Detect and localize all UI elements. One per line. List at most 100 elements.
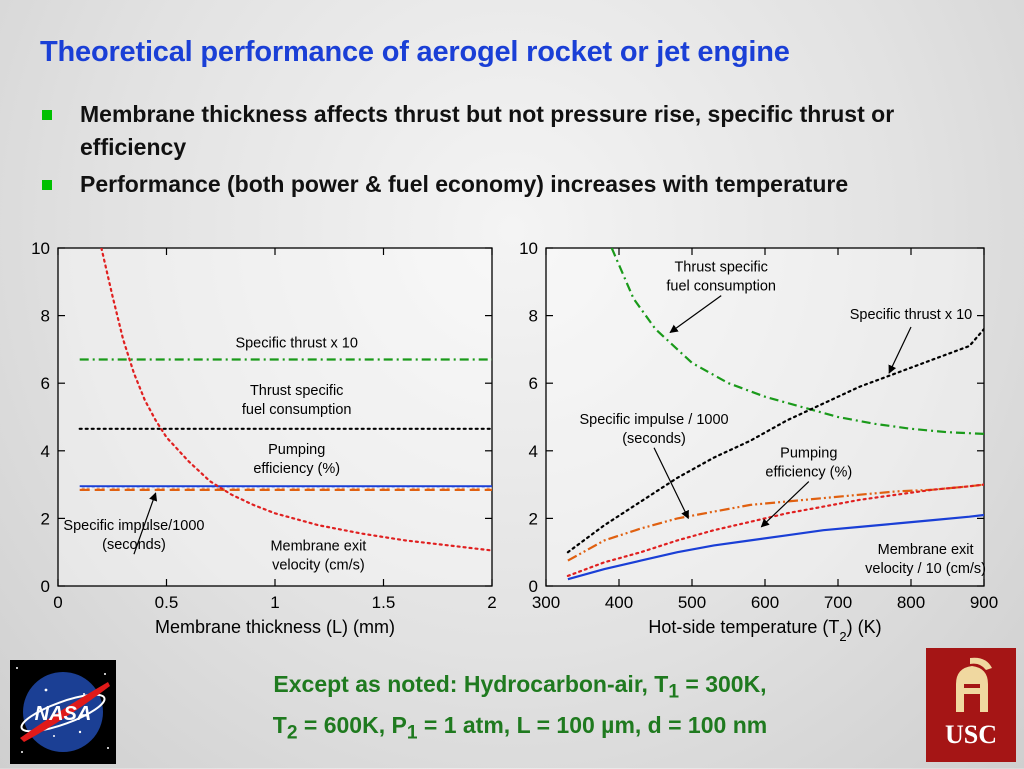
annotation-line: Thrust specific bbox=[674, 260, 767, 276]
annotation-label: Specific thrust x 10 bbox=[235, 336, 358, 352]
footer-subscript: 1 bbox=[668, 681, 679, 703]
plot-frame bbox=[57, 247, 493, 587]
nasa-logo-text: NASA bbox=[35, 703, 92, 725]
bullet-item: Membrane thickness affects thrust but no… bbox=[40, 98, 980, 164]
annotation-label: Pumping efficiency (%) bbox=[253, 442, 340, 477]
annotation-arrow bbox=[133, 492, 158, 555]
footer-subscript: 2 bbox=[286, 722, 298, 744]
x-tick-label: 400 bbox=[605, 593, 633, 612]
footer-text: T bbox=[272, 711, 287, 738]
annotation-label: Membrane exit velocity / 10 (cm/s) bbox=[865, 542, 986, 577]
nasa-logo: NASA bbox=[10, 660, 116, 764]
footer-text: Except as noted: Hydrocarbon-air, T bbox=[273, 671, 669, 697]
annotation-label: Specific impulse/1000 (seconds) bbox=[63, 518, 204, 553]
x-tick-label: 900 bbox=[970, 593, 998, 612]
footer-line-1: Except as noted: Hydrocarbon-air, T1 = 3… bbox=[150, 668, 890, 709]
y-tick-label: 8 bbox=[41, 307, 50, 326]
annotation-label: Pumping efficiency (%) bbox=[765, 446, 852, 481]
footer-text: = 1 atm, L = 100 µm, d = 100 nm bbox=[417, 711, 768, 738]
bullet-item: Performance (both power & fuel economy) … bbox=[40, 168, 980, 201]
trojan-helmet-icon bbox=[956, 657, 992, 712]
y-tick-label: 2 bbox=[41, 509, 50, 528]
annotation-line: efficiency (%) bbox=[765, 465, 852, 481]
annotation-line: velocity (cm/s) bbox=[272, 558, 365, 574]
bullet-list: Membrane thickness affects thrust but no… bbox=[40, 98, 980, 205]
square-bullet-icon bbox=[42, 180, 52, 190]
annotation-label: Thrust specific fuel consumption bbox=[242, 383, 352, 418]
annotation-line: fuel consumption bbox=[242, 402, 352, 418]
annotation-line: Membrane exit bbox=[878, 542, 974, 558]
annotation-line: (seconds) bbox=[102, 537, 166, 553]
y-tick-label: 8 bbox=[529, 307, 538, 326]
annotation-line: (seconds) bbox=[622, 431, 686, 447]
series-line-velocity-temp bbox=[567, 513, 984, 581]
annotation-arrow bbox=[888, 326, 912, 374]
y-tick-label: 0 bbox=[41, 577, 50, 596]
x-tick-label: 0 bbox=[53, 593, 62, 612]
annotation-line: efficiency (%) bbox=[253, 461, 340, 477]
footer-subscript: 1 bbox=[406, 722, 418, 744]
nasa-meatball-icon: NASA bbox=[16, 667, 110, 753]
annotation-label: Thrust specific fuel consumption bbox=[666, 260, 776, 295]
usc-logo: USC bbox=[926, 648, 1016, 762]
annotation-arrow bbox=[653, 447, 689, 520]
x-tick-label: 0.5 bbox=[155, 593, 179, 612]
footer-text: = 300K, bbox=[678, 671, 767, 697]
x-tick-label: 1.5 bbox=[372, 593, 396, 612]
series-group bbox=[78, 248, 492, 552]
plot-frame bbox=[545, 247, 985, 587]
x-tick-label: 2 bbox=[487, 593, 496, 612]
x-tick-label: 1 bbox=[270, 593, 279, 612]
footer-line-2: T2 = 600K, P1 = 1 atm, L = 100 µm, d = 1… bbox=[150, 709, 890, 750]
series-group bbox=[566, 248, 984, 581]
y-tick-label: 6 bbox=[529, 374, 538, 393]
y-tick-label: 2 bbox=[529, 509, 538, 528]
series-line-thrust-temp bbox=[566, 328, 984, 554]
square-bullet-icon bbox=[42, 110, 52, 120]
x-tick-label: 600 bbox=[751, 593, 779, 612]
annotation-line: Thrust specific bbox=[250, 383, 343, 399]
thickness-chart: 0 2 4 6 8 10 0 0.5 1 1.5 2 Membrane thickness (L) (… bbox=[31, 239, 497, 637]
annotation-line: Pumping bbox=[780, 446, 837, 462]
series-line-impulse-temp bbox=[566, 483, 984, 578]
annotation-arrow bbox=[760, 481, 810, 528]
x-tick-label: 700 bbox=[824, 593, 852, 612]
annotation-arrow bbox=[669, 295, 722, 333]
slide-title: Theoretical performance of aerogel rocke… bbox=[40, 36, 790, 68]
annotation-label: Specific thrust x 10 bbox=[850, 307, 973, 323]
footer-conditions: Except as noted: Hydrocarbon-air, T1 = 3… bbox=[150, 668, 890, 749]
x-axis-label: Hot-side temperature (T2) (K) bbox=[648, 617, 881, 644]
annotation-label: Specific impulse / 1000 (seconds) bbox=[579, 412, 728, 447]
bullet-text: Performance (both power & fuel economy) … bbox=[80, 171, 849, 197]
annotation-line: Specific impulse / 1000 bbox=[579, 412, 728, 428]
series-line-pumping-temp bbox=[567, 483, 984, 562]
bullet-text: Membrane thickness affects thrust but no… bbox=[80, 101, 895, 160]
footer-text: = 600K, P bbox=[297, 711, 407, 738]
annotation-line: Specific thrust x 10 bbox=[235, 336, 358, 352]
series-line-thickness-curve bbox=[100, 248, 492, 552]
y-tick-label: 4 bbox=[529, 442, 538, 461]
y-tick-label: 10 bbox=[31, 239, 50, 258]
x-tick-label: 300 bbox=[532, 593, 560, 612]
annotation-line: Pumping bbox=[268, 442, 325, 458]
charts-canvas: 0 2 4 6 8 10 0 0.5 1 1.5 2 Membrane thickness (L) (… bbox=[31, 239, 998, 644]
x-axis-label-part: ) (K) bbox=[847, 617, 882, 637]
y-tick-label: 4 bbox=[41, 442, 50, 461]
temperature-chart: 0 2 4 6 8 10 300 400 500 600 700 800 900 Hot-side tem… bbox=[519, 239, 998, 644]
annotation-line: fuel consumption bbox=[666, 279, 776, 295]
x-axis-label-part: Hot-side temperature (T bbox=[648, 617, 839, 637]
annotation-line: Specific thrust x 10 bbox=[850, 307, 973, 323]
usc-logo-text: USC bbox=[944, 720, 997, 749]
x-tick-label: 800 bbox=[897, 593, 925, 612]
x-axis-label-subscript: 2 bbox=[839, 629, 846, 644]
y-tick-label: 6 bbox=[41, 374, 50, 393]
annotation-line: Specific impulse/1000 bbox=[63, 518, 204, 534]
y-tick-label: 10 bbox=[519, 239, 538, 258]
annotation-label: Membrane exit velocity (cm/s) bbox=[270, 539, 366, 574]
y-tick-label: 0 bbox=[529, 577, 538, 596]
x-axis-label: Membrane thickness (L) (mm) bbox=[155, 617, 395, 637]
annotation-line: velocity / 10 (cm/s) bbox=[865, 561, 986, 577]
series-line-tsfc-temp bbox=[610, 248, 984, 435]
x-tick-label: 500 bbox=[678, 593, 706, 612]
annotation-line: Membrane exit bbox=[270, 539, 366, 555]
